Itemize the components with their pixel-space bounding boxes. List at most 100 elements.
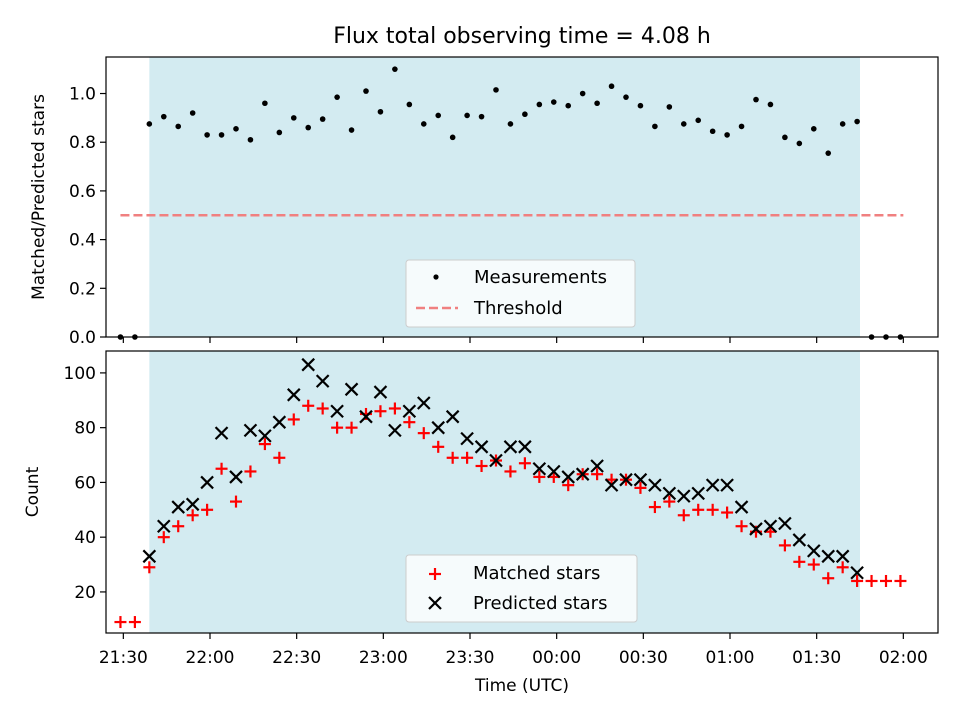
matched-star-point [114, 616, 127, 629]
y-tick-label: 40 [74, 528, 96, 548]
measurement-point [782, 134, 788, 141]
x-tick-label: 23:00 [359, 648, 408, 668]
predicted-star-point [749, 522, 763, 536]
legend-matched-label: Matched stars [473, 563, 600, 584]
measurement-point [160, 113, 167, 120]
matched-star-point [721, 506, 734, 519]
y-tick-label: 100 [64, 364, 96, 384]
count-y-axis-label: Count [23, 466, 43, 517]
measurement-point [637, 102, 644, 109]
predicted-star-point [474, 440, 489, 454]
predicted-star-point [691, 486, 706, 501]
legend-predicted-label: Predicted stars [473, 593, 607, 614]
matched-star-point [778, 539, 791, 552]
predicted-star-point [792, 533, 807, 547]
matched-star-point [331, 421, 344, 434]
predicted-star-point [575, 467, 590, 481]
legend-measurements-label: Measurements [474, 267, 607, 288]
measurement-point [825, 150, 832, 156]
predicted-star-point [388, 423, 402, 438]
matched-star-point [345, 421, 358, 434]
predicted-star-point [330, 404, 344, 419]
x-tick-label: 01:30 [792, 648, 841, 668]
legend-matched-marker [429, 568, 441, 580]
count-x-ticks: 21:30 22:00 22:30 23:00 23:30 00:00 00:30 01:00… [99, 633, 928, 668]
matched-star-point [215, 462, 228, 475]
count-y-ticks: 20 40 60 80 100 [64, 364, 106, 603]
predicted-star-point [460, 431, 474, 446]
y-tick-label: 0.8 [69, 133, 96, 153]
predicted-star-point [503, 440, 518, 454]
measurement-point [550, 99, 557, 105]
measurement-point [464, 112, 470, 119]
matched-star-point [388, 402, 401, 415]
matched-star-point [403, 416, 416, 429]
measurement-point [507, 121, 514, 127]
predicted-star-point [662, 486, 677, 501]
measurement-point [146, 121, 153, 127]
measurement-point [262, 100, 268, 107]
matched-star-point [591, 468, 604, 481]
predicted-star-point [373, 385, 388, 399]
measurement-point [695, 117, 702, 124]
predicted-star-point [546, 464, 561, 479]
predicted-star-point [518, 440, 532, 454]
measurement-point [709, 128, 716, 135]
predicted-star-point [258, 429, 272, 443]
y-tick-label: 0.0 [69, 328, 96, 348]
predicted-star-point [561, 470, 576, 484]
matched-star-point [706, 503, 719, 516]
matched-star-point [793, 555, 806, 568]
x-tick-label: 22:00 [186, 648, 235, 668]
measurement-point [536, 101, 543, 108]
predicted-star-point [835, 549, 850, 564]
measurement-point [334, 94, 340, 100]
predicted-star-point [431, 420, 446, 435]
measurement-point [839, 121, 846, 127]
matched-star-point [475, 459, 488, 472]
y-tick-label: 20 [74, 583, 96, 603]
measurement-point [175, 123, 182, 130]
predicted-star-point [850, 565, 864, 580]
measurement-point [247, 136, 254, 143]
x-tick-label: 00:00 [532, 648, 581, 668]
matched-star-point [432, 440, 445, 453]
predicted-star-point [156, 519, 171, 534]
y-tick-label: 0.4 [69, 231, 96, 251]
ratio-y-axis-label: Matched/Predicted stars [29, 94, 49, 300]
predicted-star-point [590, 459, 604, 473]
x-tick-label: 01:00 [706, 648, 755, 668]
measurement-point [854, 118, 860, 125]
predicted-star-point [821, 549, 836, 564]
matched-stars-points [114, 399, 907, 629]
predicted-star-point [676, 489, 691, 503]
predicted-star-point [229, 470, 243, 484]
measurement-point [738, 123, 745, 130]
predicted-star-point [619, 472, 633, 487]
matched-star-point [172, 520, 185, 533]
matched-star-point [807, 558, 820, 571]
measurement-point [420, 121, 427, 127]
matched-star-point [230, 495, 242, 508]
measurement-point [189, 110, 196, 116]
predicted-star-point [734, 500, 749, 514]
legend-measurements-marker [433, 274, 439, 280]
measurement-point [276, 129, 283, 136]
count-x-axis-label: Time (UTC) [474, 676, 569, 696]
measurement-point [392, 66, 398, 72]
predicted-star-point [604, 478, 619, 492]
measurement-point [449, 134, 456, 141]
predicted-star-point [648, 478, 662, 492]
matched-star-point [677, 509, 690, 522]
measurement-point [522, 111, 528, 118]
matched-star-point [533, 470, 546, 483]
matched-star-point [648, 501, 661, 514]
measurement-point [565, 102, 572, 109]
x-tick-label: 21:30 [99, 648, 148, 668]
matched-star-point [316, 402, 329, 415]
matched-star-point [663, 495, 676, 508]
predicted-star-point [445, 409, 460, 424]
predicted-star-point [633, 472, 648, 487]
